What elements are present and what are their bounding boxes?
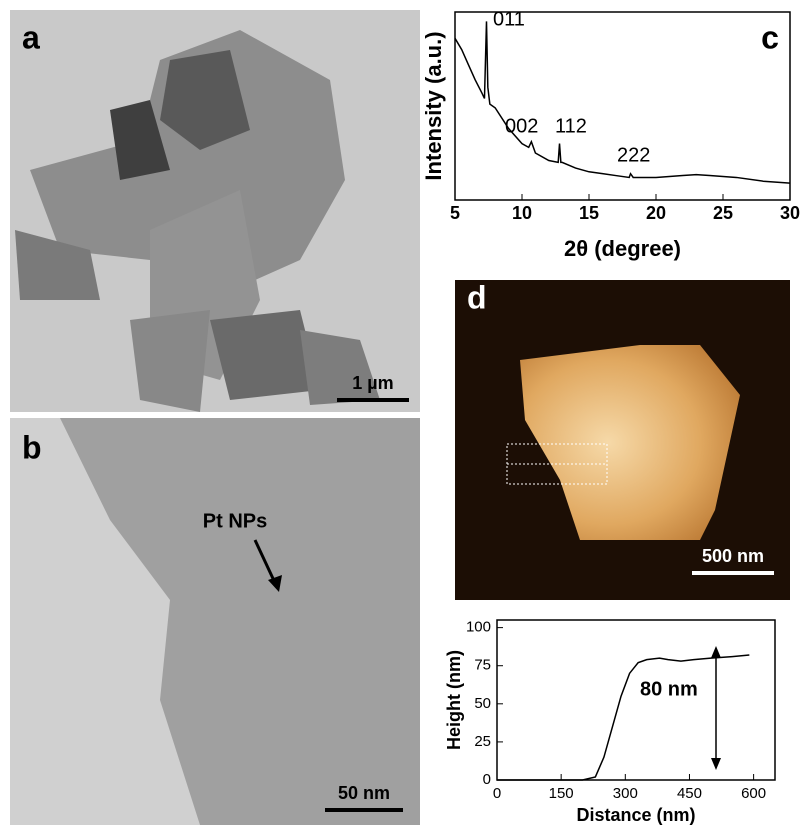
panel-label: a bbox=[22, 19, 40, 55]
y-axis-label: Height (nm) bbox=[444, 650, 464, 750]
y-tick-label: 75 bbox=[474, 657, 491, 674]
y-axis-label: Intensity (a.u.) bbox=[421, 31, 446, 180]
y-tick-label: 100 bbox=[466, 619, 491, 636]
tem-image-a: a 1 µm bbox=[10, 10, 420, 412]
scale-bar bbox=[325, 808, 403, 812]
plot-frame bbox=[455, 12, 790, 200]
x-tick-label: 150 bbox=[549, 785, 574, 802]
x-axis-label: Distance (nm) bbox=[576, 805, 695, 825]
y-tick-label: 50 bbox=[474, 695, 491, 712]
x-tick-label: 450 bbox=[677, 785, 702, 802]
y-tick-label: 0 bbox=[483, 771, 491, 788]
panel-label: d bbox=[467, 279, 487, 315]
plot-frame bbox=[497, 620, 775, 780]
annotation: 80 nm bbox=[640, 678, 698, 700]
arrow-head bbox=[711, 646, 721, 658]
annotation: Pt NPs bbox=[203, 510, 267, 532]
figure: a 1 µm b Pt NPs 50 nm d 500 nm 5 10 15 20 25… bbox=[0, 0, 805, 831]
panel-label: b bbox=[22, 429, 42, 465]
x-tick-label: 30 bbox=[780, 203, 800, 223]
tem-image-b: b Pt NPs 50 nm bbox=[10, 418, 420, 825]
annotation: 112 bbox=[555, 115, 587, 137]
x-tick-label: 600 bbox=[741, 785, 766, 802]
x-tick-label: 15 bbox=[579, 203, 599, 223]
y-tick-label: 25 bbox=[474, 733, 491, 750]
panel-label: c bbox=[761, 19, 779, 55]
x-tick-label: 5 bbox=[450, 203, 460, 223]
scale-bar-label: 50 nm bbox=[338, 783, 390, 803]
annotation: 222 bbox=[617, 144, 650, 166]
x-tick-label: 10 bbox=[512, 203, 532, 223]
annotation: 002 bbox=[505, 115, 538, 137]
x-tick-label: 25 bbox=[713, 203, 733, 223]
scale-bar bbox=[692, 571, 774, 575]
scale-bar-label: 500 nm bbox=[702, 546, 764, 566]
afm-image-d: d 500 nm bbox=[455, 279, 790, 600]
annotation: 011 bbox=[493, 8, 525, 30]
scale-bar bbox=[337, 398, 409, 402]
scale-bar-label: 1 µm bbox=[352, 373, 393, 393]
x-tick-label: 20 bbox=[646, 203, 666, 223]
arrow-head bbox=[711, 758, 721, 770]
x-axis-label: 2θ (degree) bbox=[564, 236, 681, 261]
x-tick-label: 300 bbox=[613, 785, 638, 802]
data-line bbox=[497, 655, 749, 780]
x-tick-label: 0 bbox=[493, 785, 501, 802]
